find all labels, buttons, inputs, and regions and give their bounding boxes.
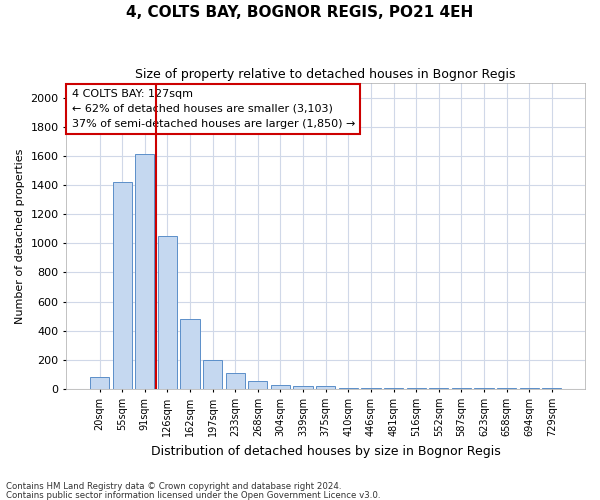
Bar: [497, 388, 516, 389]
Bar: [135, 154, 154, 389]
Bar: [271, 384, 290, 389]
Bar: [316, 386, 335, 389]
X-axis label: Distribution of detached houses by size in Bognor Regis: Distribution of detached houses by size …: [151, 444, 500, 458]
Bar: [475, 388, 494, 389]
Bar: [384, 388, 403, 389]
Bar: [429, 388, 448, 389]
Bar: [520, 388, 539, 389]
Bar: [542, 388, 562, 389]
Bar: [226, 373, 245, 389]
Bar: [407, 388, 426, 389]
Bar: [293, 386, 313, 389]
Bar: [361, 388, 380, 389]
Bar: [452, 388, 471, 389]
Bar: [158, 236, 177, 389]
Text: Contains HM Land Registry data © Crown copyright and database right 2024.: Contains HM Land Registry data © Crown c…: [6, 482, 341, 491]
Y-axis label: Number of detached properties: Number of detached properties: [15, 148, 25, 324]
Bar: [181, 319, 200, 389]
Text: 4 COLTS BAY: 127sqm
← 62% of detached houses are smaller (3,103)
37% of semi-det: 4 COLTS BAY: 127sqm ← 62% of detached ho…: [71, 89, 355, 129]
Text: Contains public sector information licensed under the Open Government Licence v3: Contains public sector information licen…: [6, 490, 380, 500]
Bar: [203, 360, 222, 389]
Bar: [248, 381, 268, 389]
Bar: [113, 182, 132, 389]
Bar: [90, 376, 109, 389]
Bar: [338, 388, 358, 389]
Text: 4, COLTS BAY, BOGNOR REGIS, PO21 4EH: 4, COLTS BAY, BOGNOR REGIS, PO21 4EH: [127, 5, 473, 20]
Title: Size of property relative to detached houses in Bognor Regis: Size of property relative to detached ho…: [136, 68, 516, 80]
